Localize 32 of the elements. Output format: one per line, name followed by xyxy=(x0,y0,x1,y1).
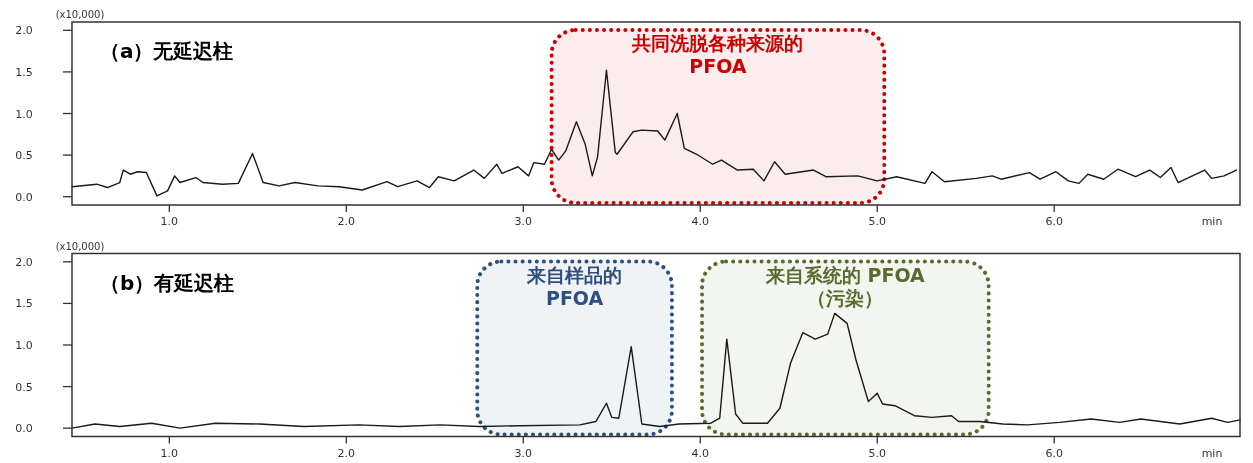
x-axis-title: min xyxy=(1201,215,1223,228)
x-tick-label: 3.0 xyxy=(514,215,533,228)
x-tick-label: 2.0 xyxy=(337,446,356,460)
y-tick-label: 0.0 xyxy=(15,190,33,204)
y-tick-label: 1.0 xyxy=(15,339,33,352)
band-label: 共同洗脱各种来源的 PFOA xyxy=(631,32,804,77)
y-tick-label: 1.0 xyxy=(15,107,33,121)
x-tick-label: 1.0 xyxy=(160,446,179,460)
x-tick-label: 4.0 xyxy=(691,446,709,460)
x-tick-label: 5.0 xyxy=(868,446,886,460)
band-label: 来自样品的 PFOA xyxy=(526,263,623,309)
x-axis-title: min xyxy=(1201,446,1223,460)
y-tick-label: 1.5 xyxy=(15,65,33,79)
x-tick-label: 5.0 xyxy=(868,215,886,228)
text: （a）无延迟柱 xyxy=(100,39,234,63)
y-axis-title: (x10,000) xyxy=(55,240,105,252)
y-tick-label: 0.5 xyxy=(15,380,33,394)
x-tick-label: 3.0 xyxy=(514,446,533,460)
y-tick-label: 2.0 xyxy=(15,24,33,38)
y-tick-label: 1.5 xyxy=(15,297,33,311)
y-tick-label: 2.0 xyxy=(15,255,33,269)
x-tick-label: 6.0 xyxy=(1045,446,1063,460)
x-tick-label: 4.0 xyxy=(691,215,709,228)
band-label: 来自系统的 PFOA （污染） xyxy=(764,263,926,309)
line-series xyxy=(71,312,1241,429)
y-axis-title: (x10,000) xyxy=(55,9,105,20)
y-tick-label: 0.0 xyxy=(15,422,33,436)
x-tick-label: 6.0 xyxy=(1045,215,1063,228)
x-tick-label: 1.0 xyxy=(160,215,179,228)
x-tick-label: 2.0 xyxy=(337,215,356,228)
text: （b）有延迟柱 xyxy=(100,270,235,295)
y-tick-label: 0.5 xyxy=(15,149,33,163)
